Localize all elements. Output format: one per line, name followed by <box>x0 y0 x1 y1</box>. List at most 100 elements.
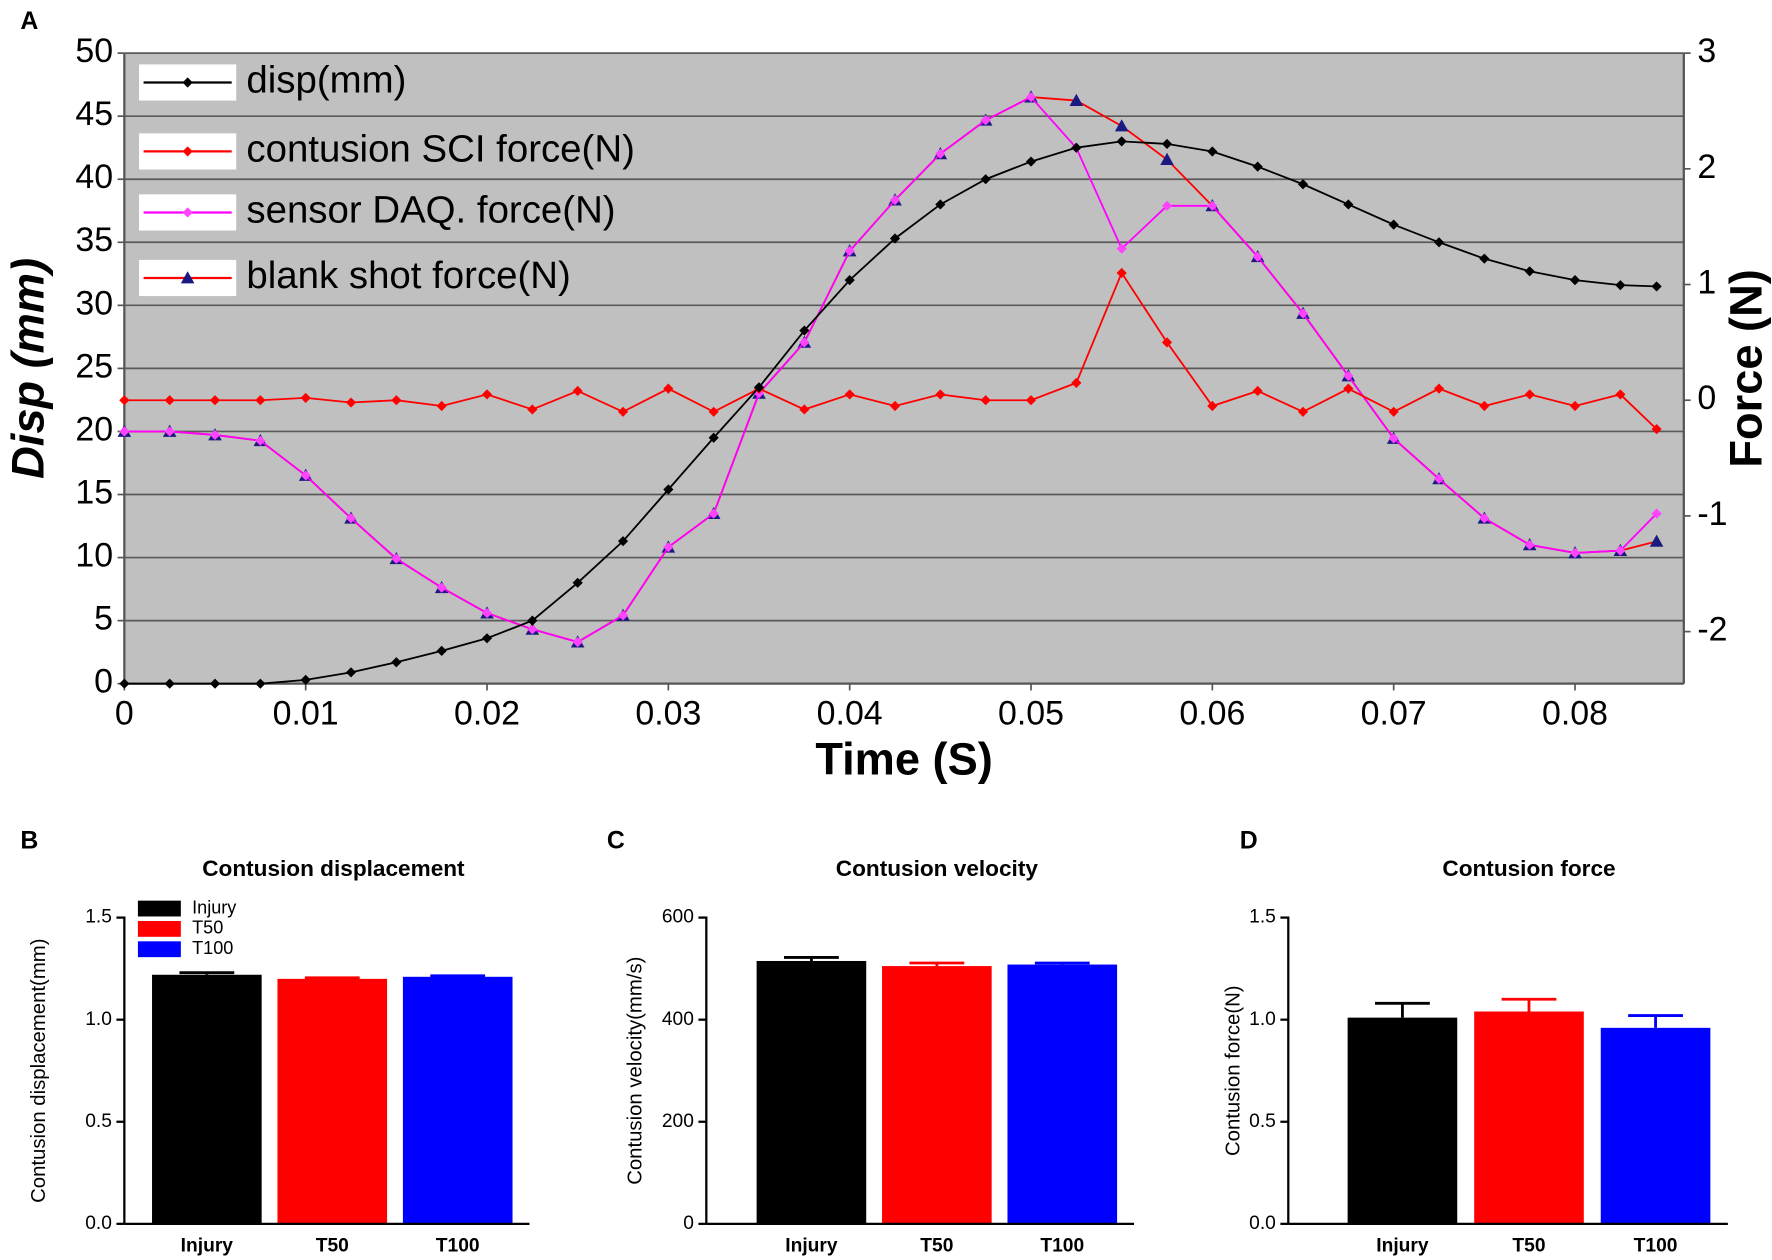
marker <box>663 484 674 495</box>
legend-label: T50 <box>192 918 223 938</box>
marker <box>1161 337 1173 348</box>
marker <box>1114 119 1129 132</box>
marker <box>617 610 629 621</box>
marker <box>799 337 810 348</box>
legend-label: disp(mm) <box>246 59 406 102</box>
x-tick-label: 0.04 <box>817 694 883 732</box>
marker <box>935 389 946 400</box>
marker <box>481 608 493 619</box>
marker <box>753 382 765 393</box>
legend-label: sensor DAQ. force(N) <box>246 189 615 232</box>
marker <box>436 645 447 656</box>
marker <box>1615 545 1626 556</box>
y-tick-label: 5 <box>94 600 113 638</box>
marker <box>209 678 221 689</box>
x-tick-label: T50 <box>1512 1236 1545 1257</box>
bar <box>1347 1017 1458 1224</box>
panel-label: A <box>20 7 38 35</box>
y-tick-label: 25 <box>75 347 113 385</box>
bar <box>1007 964 1118 1224</box>
x-tick-label: 0.01 <box>273 694 339 732</box>
marker <box>391 553 402 564</box>
marker <box>1252 251 1263 262</box>
marker <box>436 400 447 412</box>
marker <box>345 513 357 524</box>
y-axis-label: Contusion velocity(mm/s) <box>625 957 647 1185</box>
x-tick-label: T100 <box>1634 1236 1678 1257</box>
legend-label: contusion SCI force(N) <box>246 128 634 171</box>
y-tick-label: 1.0 <box>85 1009 112 1030</box>
x-tick-label: Injury <box>181 1236 234 1257</box>
marker <box>345 667 357 678</box>
marker <box>844 245 855 257</box>
marker <box>844 275 855 286</box>
marker <box>889 400 901 412</box>
x-tick-label: Injury <box>1376 1236 1429 1257</box>
legend-swatch <box>137 900 181 917</box>
marker <box>391 657 402 668</box>
bar <box>1474 1011 1584 1224</box>
y2-tick-label: 1 <box>1697 263 1716 301</box>
x-tick-label: T50 <box>316 1236 349 1257</box>
marker <box>164 426 175 437</box>
marker <box>1569 400 1581 412</box>
marker <box>1069 93 1084 106</box>
y-tick-label: 1.0 <box>1249 1009 1276 1030</box>
marker <box>1651 508 1662 519</box>
y2-tick-label: -2 <box>1697 611 1727 649</box>
marker <box>1116 243 1127 254</box>
marker <box>708 406 719 417</box>
y2-axis-label: Force (N) <box>1720 269 1771 467</box>
y-tick-label: 0 <box>94 663 113 701</box>
marker <box>391 395 402 406</box>
y-tick-label: 50 <box>75 32 113 70</box>
marker <box>1651 424 1662 435</box>
marker <box>1615 280 1626 291</box>
y-tick-label: 15 <box>75 473 113 511</box>
marker <box>1524 266 1535 277</box>
marker <box>300 674 311 685</box>
x-tick-label: 0.03 <box>635 694 701 732</box>
marker <box>527 624 538 635</box>
marker <box>1343 370 1354 382</box>
y2-tick-label: -1 <box>1697 495 1727 533</box>
bar <box>882 966 992 1224</box>
y-tick-label: 10 <box>75 537 113 575</box>
marker <box>1116 267 1127 279</box>
y2-tick-label: 2 <box>1697 148 1716 186</box>
x-tick-label: 0.07 <box>1361 694 1427 732</box>
marker <box>164 395 175 406</box>
y-tick-label: 20 <box>75 410 113 448</box>
legend-marker <box>180 271 195 284</box>
marker <box>572 385 583 397</box>
marker <box>1025 91 1037 103</box>
marker <box>436 582 447 593</box>
y-tick-label: 45 <box>75 95 113 133</box>
marker <box>164 678 175 689</box>
x-tick-label: 0.06 <box>1179 694 1245 732</box>
marker <box>572 577 583 588</box>
marker <box>1071 142 1082 153</box>
marker <box>1433 383 1445 394</box>
marker <box>1388 406 1399 417</box>
marker <box>1388 219 1399 230</box>
series <box>119 136 1662 689</box>
marker <box>1433 473 1445 484</box>
y2-tick-label: 0 <box>1697 379 1716 417</box>
y-tick-label: 30 <box>75 284 113 322</box>
marker <box>300 392 311 403</box>
marker <box>844 389 855 400</box>
marker <box>481 389 493 400</box>
marker <box>1388 433 1399 444</box>
legend-swatch <box>137 941 181 958</box>
marker <box>708 508 719 519</box>
marker <box>1207 146 1218 157</box>
marker <box>1524 389 1535 400</box>
marker <box>1025 395 1037 406</box>
marker <box>1343 199 1354 210</box>
marker <box>345 397 357 408</box>
y-axis-label: Contusion displacement(mm) <box>28 939 50 1203</box>
legend-marker <box>182 146 193 157</box>
marker <box>119 678 130 689</box>
